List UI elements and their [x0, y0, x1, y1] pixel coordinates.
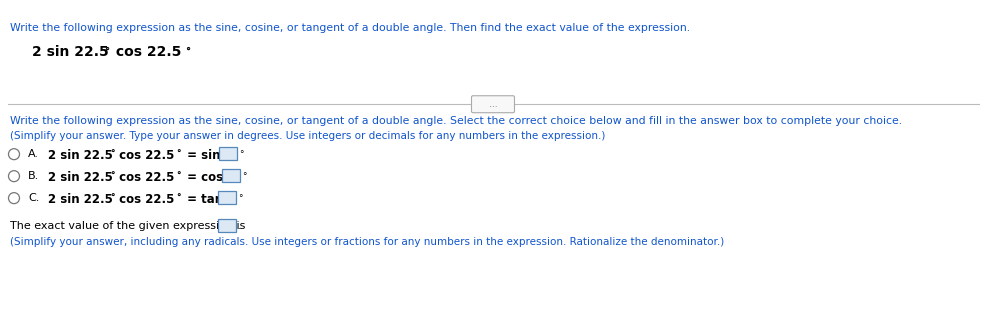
- Text: Write the following expression as the sine, cosine, or tangent of a double angle: Write the following expression as the si…: [10, 116, 901, 126]
- Text: °: °: [239, 150, 244, 159]
- Text: = sin: = sin: [182, 149, 220, 162]
- Text: °: °: [109, 194, 114, 203]
- Text: °: °: [104, 46, 109, 56]
- Text: 2 sin 22.5: 2 sin 22.5: [32, 45, 108, 59]
- Text: °: °: [176, 194, 180, 203]
- Text: = tan: = tan: [182, 193, 223, 206]
- Text: °: °: [184, 46, 190, 56]
- Text: A.: A.: [28, 149, 39, 159]
- Text: 2 sin 22.5: 2 sin 22.5: [48, 193, 112, 206]
- Text: ...: ...: [488, 100, 497, 109]
- Text: (Simplify your answer, including any radicals. Use integers or fractions for any: (Simplify your answer, including any rad…: [10, 237, 724, 247]
- Text: cos 22.5: cos 22.5: [115, 171, 175, 184]
- Text: °: °: [176, 172, 180, 181]
- FancyBboxPatch shape: [218, 219, 236, 232]
- Text: Write the following expression as the sine, cosine, or tangent of a double angle: Write the following expression as the si…: [10, 23, 689, 33]
- Text: .: .: [238, 221, 242, 231]
- Text: °: °: [242, 172, 246, 181]
- Text: (Simplify your answer. Type your answer in degrees. Use integers or decimals for: (Simplify your answer. Type your answer …: [10, 131, 604, 141]
- Text: B.: B.: [28, 171, 39, 181]
- Text: cos 22.5: cos 22.5: [115, 149, 175, 162]
- Text: °: °: [109, 150, 114, 159]
- Text: 2 sin 22.5: 2 sin 22.5: [48, 171, 112, 184]
- FancyBboxPatch shape: [222, 169, 240, 182]
- FancyBboxPatch shape: [219, 147, 237, 160]
- FancyBboxPatch shape: [471, 96, 514, 113]
- Text: °: °: [176, 150, 180, 159]
- Text: cos 22.5: cos 22.5: [115, 193, 175, 206]
- Text: = cos: = cos: [182, 171, 223, 184]
- Text: °: °: [238, 194, 243, 203]
- Text: °: °: [109, 172, 114, 181]
- Text: C.: C.: [28, 193, 39, 203]
- Text: The exact value of the given expression is: The exact value of the given expression …: [10, 221, 248, 231]
- Text: 2 sin 22.5: 2 sin 22.5: [48, 149, 112, 162]
- Text: cos 22.5: cos 22.5: [110, 45, 181, 59]
- FancyBboxPatch shape: [218, 191, 236, 204]
